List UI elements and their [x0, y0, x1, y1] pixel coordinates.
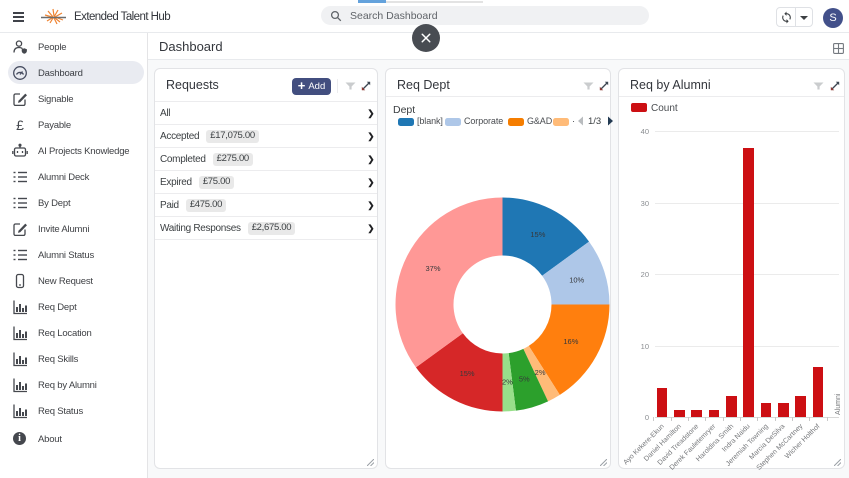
- svg-text:10%: 10%: [569, 275, 584, 284]
- svg-text:15%: 15%: [460, 369, 475, 378]
- svg-text:5%: 5%: [519, 374, 530, 383]
- svg-text:37%: 37%: [425, 264, 440, 273]
- svg-text:2%: 2%: [502, 377, 513, 386]
- svg-text:2%: 2%: [535, 368, 546, 377]
- svg-text:15%: 15%: [530, 230, 545, 239]
- svg-text:16%: 16%: [563, 337, 578, 346]
